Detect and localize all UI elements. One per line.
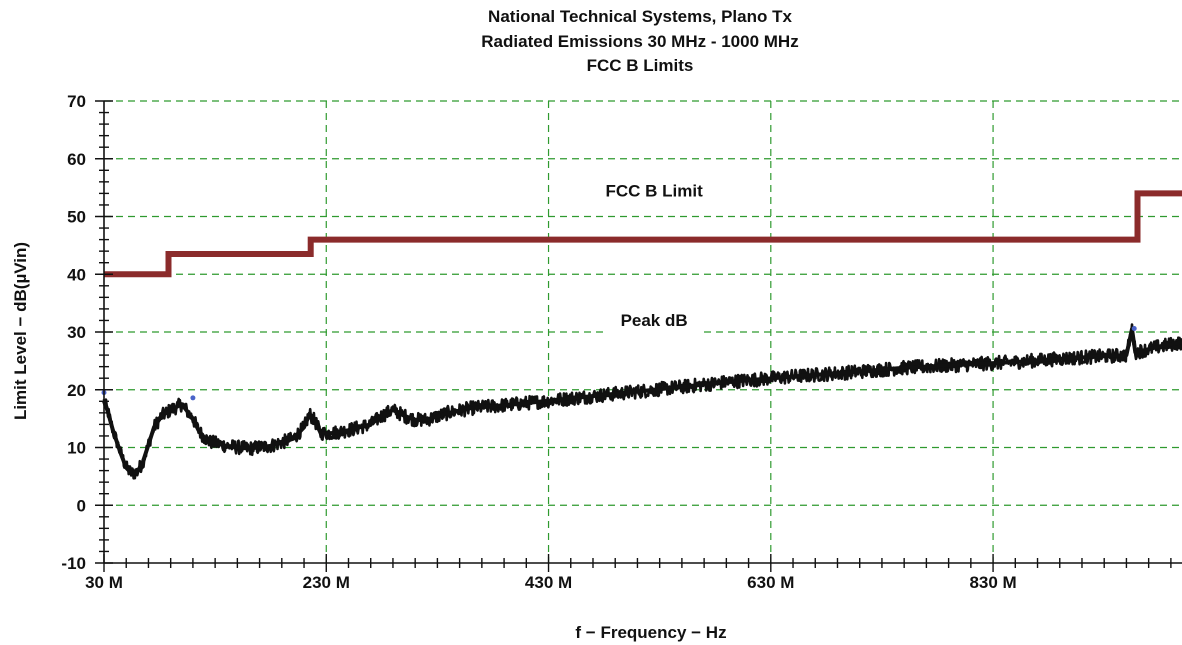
x-tick-label: 30 M — [85, 573, 123, 592]
x-tick-label: 230 M — [303, 573, 350, 592]
x-tick-label: 630 M — [747, 573, 794, 592]
series-line-peak — [102, 323, 1182, 480]
series-line-peak-body — [102, 327, 1182, 476]
x-tick-label: 830 M — [969, 573, 1016, 592]
y-tick-label: 40 — [67, 265, 86, 284]
y-tick-label: 10 — [67, 439, 86, 458]
y-tick-label: -10 — [61, 554, 86, 573]
y-tick-label: 30 — [67, 323, 86, 342]
annotation-label: Peak dB — [621, 311, 688, 330]
annotations: FCC B Limit Peak dB — [589, 177, 720, 335]
peak-marker — [190, 395, 196, 401]
chart-title-line: FCC B Limits — [587, 56, 694, 75]
y-tick-label: 0 — [77, 496, 86, 515]
tick-labels: -10 0 10 20 30 40 50 60 70 30 M 230 M 430 M 630 M 830… — [61, 92, 1016, 592]
chart-title: National Technical Systems, Plano Tx Rad… — [481, 7, 798, 75]
annotation-label: FCC B Limit — [605, 181, 703, 200]
peak-marker — [1131, 326, 1137, 332]
series-layer — [101, 190, 1182, 480]
x-axis-label: f − Frequency − Hz — [575, 623, 726, 642]
chart-title-line: Radiated Emissions 30 MHz - 1000 MHz — [481, 32, 798, 51]
annotation-background — [589, 177, 720, 205]
axes — [95, 100, 1182, 572]
y-axis-label: Limit Level − dB(µVin) — [11, 242, 30, 420]
y-tick-label: 70 — [67, 92, 86, 111]
y-tick-label: 20 — [67, 381, 86, 400]
y-tick-label: 60 — [67, 150, 86, 169]
x-tick-label: 430 M — [525, 573, 572, 592]
grid — [104, 100, 1182, 563]
y-tick-label: 50 — [67, 208, 86, 227]
annotation-background — [604, 307, 704, 335]
chart-title-line: National Technical Systems, Plano Tx — [488, 7, 792, 26]
series-line-fcc-limit — [104, 190, 1182, 278]
